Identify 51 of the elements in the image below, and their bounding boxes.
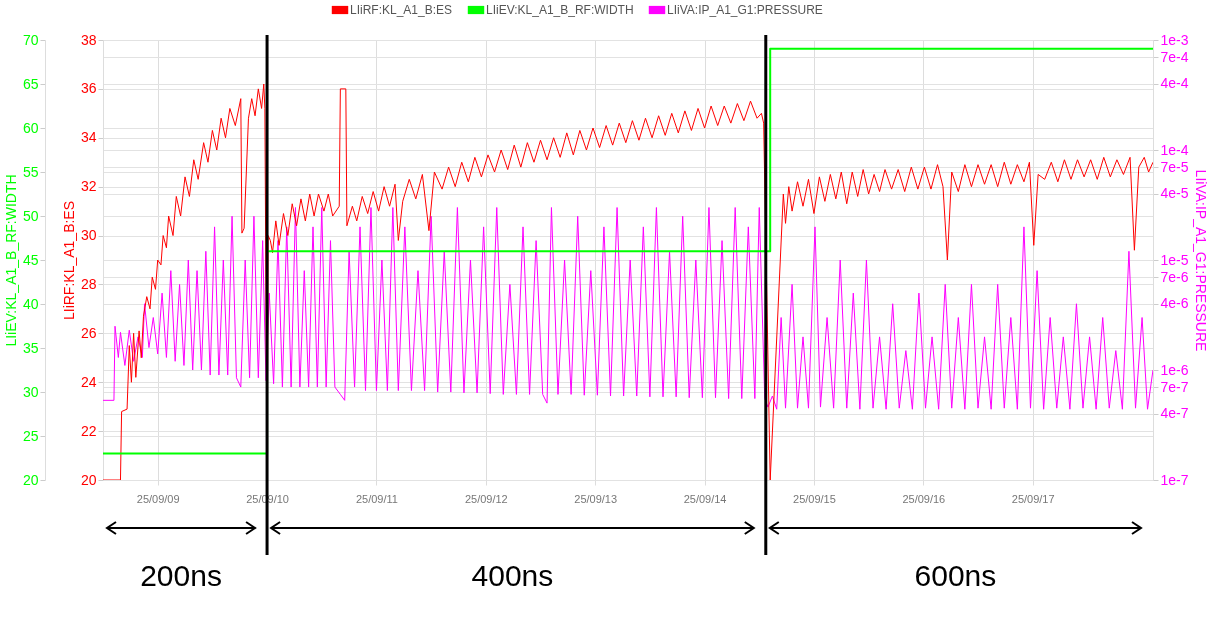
y2-tick-label: 7e-6 [1160,268,1189,285]
y2-tick-label: 7e-7 [1160,378,1189,395]
y-tick-label: 22 [80,422,97,439]
x-tick-label: 25/09/15 [793,492,836,505]
x-tick-label: 25/09/17 [1011,492,1055,505]
x-tick-label: 25/09/11 [355,492,398,505]
x-tick-label: 25/09/12 [464,492,508,505]
y2-axis-title: LIiVA:IP_A1_G1:PRESSURE [1192,169,1209,352]
y3-tick-label: 35 [22,339,39,356]
x-tick-label: 25/09/14 [683,492,727,505]
y2-tick-label: 4e-7 [1160,405,1189,422]
y2-tick-label: 1e-7 [1160,471,1189,488]
y2-tick-label: 4e-5 [1160,185,1189,202]
y3-tick-label: 45 [22,251,39,268]
y-tick-label: 24 [80,373,97,390]
y3-tick-label: 55 [22,163,39,180]
y3-tick-label: 60 [22,119,39,136]
text: 400ns [471,559,554,592]
y-tick-label: 38 [80,31,97,48]
y3-tick-label: 25 [22,427,39,444]
y-tick-label: 34 [80,129,97,146]
legend-label: LIiRF:KL_A1_B:ES [350,3,453,17]
y-tick-label: 20 [80,471,97,488]
y2-tick-label: 4e-4 [1160,75,1189,92]
y3-tick-label: 50 [22,207,39,224]
legend-label: LIiVA:IP_A1_G1:PRESSURE [667,3,823,17]
y3-axis-title: LIiEV:KL_A1_B_RF:WIDTH [2,174,19,347]
y2-tick-label: 7e-4 [1160,48,1189,65]
y-tick-label: 32 [80,178,97,195]
y3-tick-label: 40 [22,295,39,312]
x-tick-label: 25/09/09 [136,492,180,505]
y-tick-label: 30 [80,227,97,244]
y-tick-label: 36 [80,80,97,97]
y3-tick-label: 70 [22,31,39,48]
x-tick-label: 25/09/13 [574,492,618,505]
y2-tick-label: 7e-5 [1160,158,1189,175]
y2-tick-label: 1e-6 [1160,361,1189,378]
y2-tick-label: 1e-5 [1160,251,1189,268]
y3-tick-label: 30 [22,383,39,400]
text: 200ns [140,559,222,592]
text: 600ns [914,559,997,592]
y-tick-label: 28 [80,275,97,292]
legend-label: LIiEV:KL_A1_B_RF:WIDTH [486,3,634,17]
y2-tick-label: 1e-4 [1160,141,1189,158]
y-tick-label: 26 [80,324,97,341]
y3-tick-label: 65 [22,75,39,92]
y2-tick-label: 4e-6 [1160,295,1189,312]
y3-tick-label: 20 [22,471,39,488]
y-axis-title: LIiRF:KL_A1_B:ES [60,200,77,321]
x-tick-label: 25/09/16 [902,492,946,505]
y2-tick-label: 1e-3 [1160,31,1189,48]
